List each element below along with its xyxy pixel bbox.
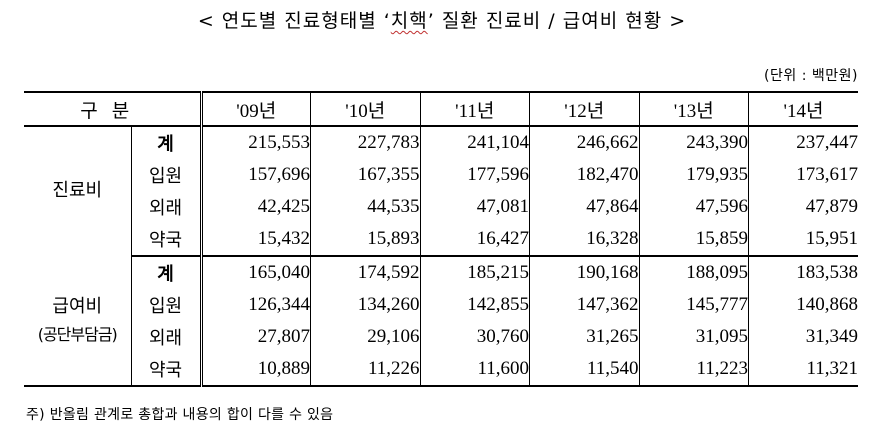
table-cell: 173,617 — [748, 159, 858, 191]
header-year: '14년 — [748, 91, 858, 127]
table-cell: 15,951 — [748, 223, 858, 257]
table-cell: 215,553 — [199, 126, 311, 159]
table-cell: 134,260 — [310, 289, 420, 321]
table-cell: 10,889 — [199, 353, 311, 387]
table-cell: 11,226 — [310, 353, 420, 387]
table-cell: 183,538 — [748, 256, 858, 289]
table-cell: 246,662 — [529, 126, 639, 159]
page-title: < 연도별 진료형태별 ‘치핵’ 질환 진료비 / 급여비 현황 > — [0, 6, 884, 33]
cost-table: 구분 '09년 '10년 '11년 '12년 '13년 '14년 진료비 계 2… — [24, 91, 858, 387]
table-cell: 157,696 — [199, 159, 311, 191]
table-row: 입원 126,344 134,260 142,855 147,362 145,7… — [24, 289, 858, 321]
table-cell: 47,879 — [748, 191, 858, 223]
title-highlight: 치핵 — [390, 10, 428, 32]
table-row: 외래 42,425 44,535 47,081 47,864 47,596 47… — [24, 191, 858, 223]
table-cell: 11,600 — [419, 353, 530, 387]
table-cell: 188,095 — [638, 256, 749, 289]
row-label: 약국 — [130, 353, 201, 387]
header-label: 구분 — [24, 91, 201, 127]
header-year: '10년 — [310, 91, 420, 127]
table-row: 입원 157,696 167,355 177,596 182,470 179,9… — [24, 159, 858, 191]
table-cell: 15,432 — [199, 223, 311, 257]
group-name: 진료비 — [52, 180, 103, 202]
table-row: 진료비 계 215,553 227,783 241,104 246,662 24… — [24, 126, 858, 201]
unit-label: (단위 : 백만원) — [764, 68, 858, 84]
table-row: 약국 10,889 11,226 11,600 11,540 11,223 11… — [24, 353, 858, 387]
row-label: 외래 — [130, 321, 201, 353]
table-cell: 174,592 — [310, 256, 420, 289]
table-cell: 145,777 — [638, 289, 749, 321]
table-cell: 16,427 — [419, 223, 530, 257]
table-cell: 11,321 — [748, 353, 858, 387]
title-suffix: ’ 질환 진료비 / 급여비 현황 > — [427, 10, 687, 32]
table-cell: 11,540 — [529, 353, 639, 387]
table-cell: 29,106 — [310, 321, 420, 353]
table-cell: 190,168 — [529, 256, 639, 289]
table-cell: 140,868 — [748, 289, 858, 321]
table-cell: 165,040 — [199, 256, 311, 289]
header-year: '11년 — [419, 91, 530, 127]
group-name: 급여비 — [52, 296, 103, 318]
table-cell: 47,864 — [529, 191, 639, 223]
table-cell: 182,470 — [529, 159, 639, 191]
table-cell: 31,349 — [748, 321, 858, 353]
table-cell: 142,855 — [419, 289, 530, 321]
table-cell: 179,935 — [638, 159, 749, 191]
row-label: 외래 — [130, 191, 201, 223]
group-label: 진료비 — [24, 126, 131, 256]
table-cell: 237,447 — [748, 126, 858, 159]
table-cell: 126,344 — [199, 289, 311, 321]
table-cell: 47,596 — [638, 191, 749, 223]
table-cell: 47,081 — [419, 191, 530, 223]
table-cell: 243,390 — [638, 126, 749, 159]
table-cell: 11,223 — [638, 353, 749, 387]
row-label: 약국 — [130, 223, 201, 257]
table-cell: 147,362 — [529, 289, 639, 321]
table-cell: 167,355 — [310, 159, 420, 191]
header-row: 구분 '09년 '10년 '11년 '12년 '13년 '14년 — [24, 91, 858, 127]
header-year: '12년 — [529, 91, 639, 127]
table-body: 진료비 계 215,553 227,783 241,104 246,662 24… — [24, 126, 858, 387]
table-cell: 31,265 — [529, 321, 639, 353]
table-cell: 16,328 — [529, 223, 639, 257]
table-cell: 31,095 — [638, 321, 749, 353]
table-row: 약국 15,432 15,893 16,427 16,328 15,859 15… — [24, 223, 858, 257]
table-cell: 15,893 — [310, 223, 420, 257]
header-year: '13년 — [638, 91, 749, 127]
table-cell: 177,596 — [419, 159, 530, 191]
group-label: 급여비 (공단부담금) — [24, 256, 131, 387]
row-label: 계 — [130, 126, 201, 159]
table-cell: 27,807 — [199, 321, 311, 353]
table-cell: 241,104 — [419, 126, 530, 159]
footnote: 주) 반올림 관계로 총합과 내용의 합이 다를 수 있음 — [26, 407, 334, 423]
row-label: 입원 — [130, 159, 201, 191]
table-cell: 44,535 — [310, 191, 420, 223]
table-cell: 15,859 — [638, 223, 749, 257]
table-cell: 185,215 — [419, 256, 530, 289]
table-row: 급여비 (공단부담금) 계 165,040 174,592 185,215 190… — [24, 256, 858, 387]
header-year: '09년 — [199, 91, 311, 127]
group-note: (공단부담금) — [37, 325, 118, 345]
table-cell: 42,425 — [199, 191, 311, 223]
table-row: 외래 27,807 29,106 30,760 31,265 31,095 31… — [24, 321, 858, 353]
table-cell: 227,783 — [310, 126, 420, 159]
row-label: 계 — [130, 256, 201, 289]
title-prefix: < 연도별 진료형태별 ‘ — [197, 10, 391, 32]
row-label: 입원 — [130, 289, 201, 321]
table-cell: 30,760 — [419, 321, 530, 353]
